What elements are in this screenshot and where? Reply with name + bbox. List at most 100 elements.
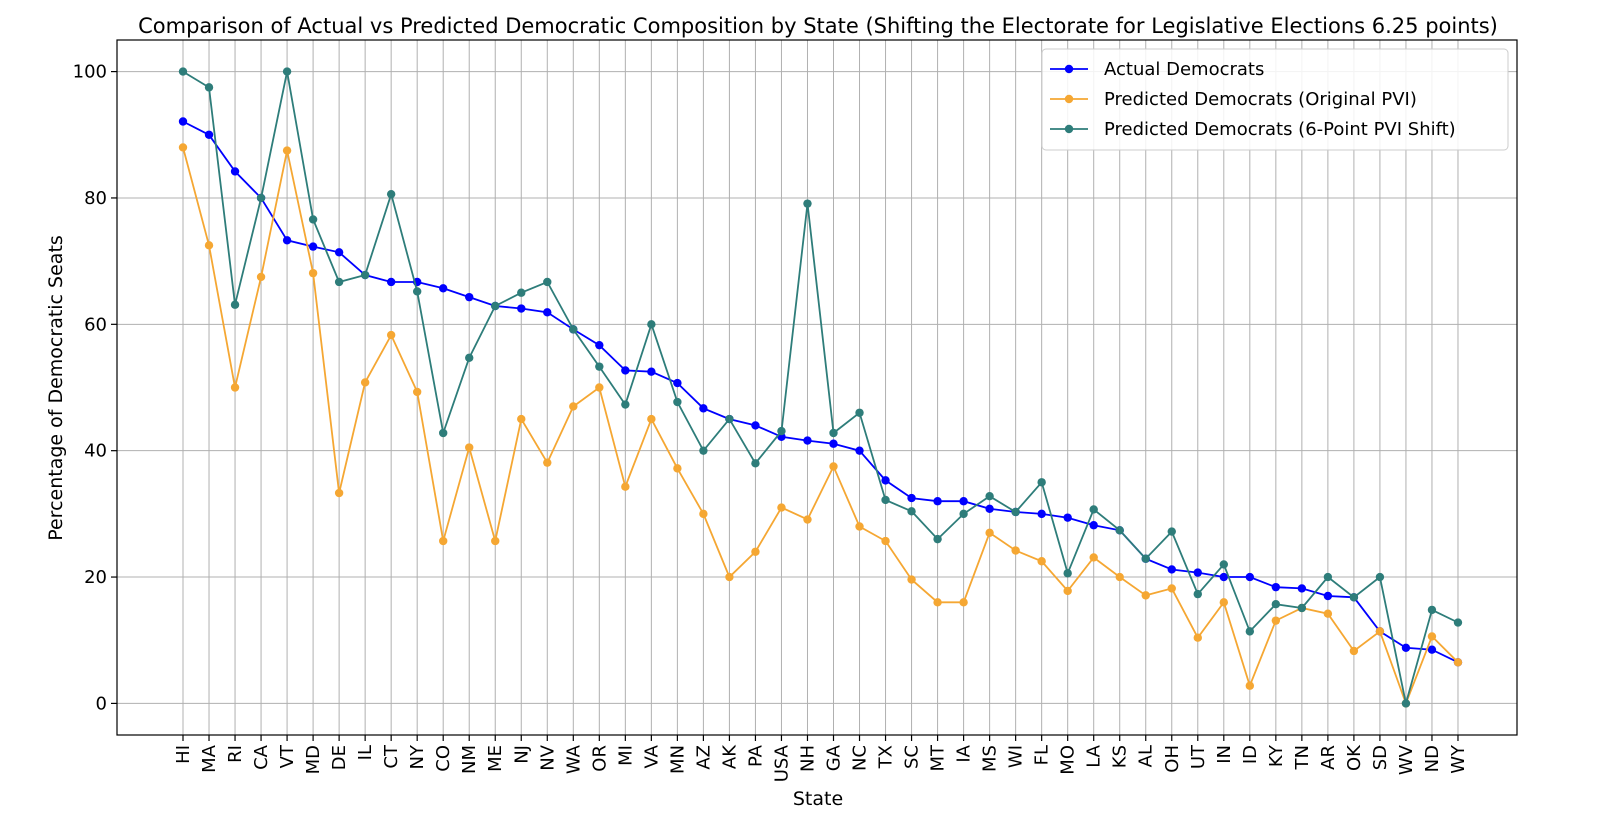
data-point (1297, 603, 1307, 613)
data-point (360, 270, 370, 280)
data-point (256, 193, 266, 203)
data-point (465, 443, 474, 452)
data-point (256, 272, 266, 282)
data-point (1349, 646, 1359, 656)
legend: Actual Democrats Predicted Democrats (Ori… (1041, 48, 1509, 151)
data-point (1141, 554, 1150, 563)
series-0 (178, 117, 1463, 667)
data-point (491, 536, 500, 546)
data-point (751, 547, 760, 556)
x-tick-label: AK (719, 744, 740, 769)
data-point (1011, 507, 1020, 517)
x-tick-label: ID (1240, 745, 1261, 764)
legend-label: Actual Democrats (1104, 59, 1264, 80)
series-line (182, 147, 1459, 706)
data-point (1375, 627, 1385, 636)
data-point (1219, 560, 1229, 569)
data-point (1037, 478, 1046, 487)
data-point (204, 83, 214, 92)
data-point (1427, 632, 1437, 641)
x-tick-label: NH (797, 745, 818, 772)
data-point (1219, 598, 1229, 607)
data-point (725, 572, 734, 582)
data-point (803, 199, 812, 208)
x-tick-label: CA (251, 744, 272, 770)
data-point (1401, 699, 1411, 708)
x-tick-label: AL (1136, 745, 1157, 767)
x-tick-label: MS (980, 745, 1001, 772)
x-tick-label: OR (589, 745, 610, 772)
data-point (1349, 593, 1359, 602)
plot-frame (116, 39, 1518, 736)
x-tick-label: MO (1058, 745, 1079, 775)
data-point (1323, 572, 1333, 582)
data-point (1141, 591, 1150, 600)
x-tick-label: SC (902, 745, 923, 769)
data-point (907, 507, 916, 516)
x-tick-label: USA (771, 744, 792, 782)
x-tick-label: FL (1032, 745, 1053, 765)
data-point (569, 402, 578, 411)
data-point (725, 414, 734, 424)
data-point (491, 301, 500, 311)
data-point (308, 242, 318, 251)
legend-marker (1064, 64, 1074, 74)
x-tick-label: HI (173, 745, 194, 764)
data-point (282, 67, 292, 76)
x-tick-label: WV (1396, 744, 1417, 775)
x-tick-label: RI (225, 745, 246, 763)
data-point (1063, 569, 1072, 578)
data-point (569, 325, 578, 334)
data-point (595, 340, 604, 350)
data-point (959, 509, 968, 519)
legend-item: Predicted Democrats (Original PVI) (1050, 89, 1417, 110)
data-point (465, 353, 474, 363)
data-point (230, 300, 240, 309)
y-axis-label: Percentage of Democratic Seats (45, 235, 67, 541)
data-point (1089, 553, 1098, 562)
data-point (985, 528, 994, 538)
data-point (1089, 521, 1098, 530)
data-point (959, 598, 968, 607)
data-point (517, 304, 526, 313)
x-tick-label: MD (303, 745, 324, 774)
x-tick-label: NJ (511, 745, 532, 764)
x-tick-label: AR (1318, 745, 1339, 770)
x-tick-label: WI (1006, 745, 1027, 768)
data-point (647, 367, 656, 376)
data-point (855, 446, 864, 455)
x-tick-label: IL (355, 745, 376, 760)
data-point (543, 308, 552, 317)
data-point (881, 495, 890, 505)
x-tick-label: NY (407, 744, 428, 769)
data-point (204, 130, 214, 139)
data-point (386, 189, 396, 199)
x-tick-label: MA (199, 744, 220, 773)
y-tick-label: 60 (84, 314, 107, 335)
y-tick-label: 40 (84, 441, 107, 462)
data-point (1427, 645, 1437, 654)
data-point (1427, 605, 1437, 615)
data-point (829, 462, 838, 471)
data-point (829, 439, 838, 448)
data-point (178, 117, 188, 126)
data-point (751, 459, 760, 468)
data-point (855, 522, 864, 531)
x-tick-label: LA (1084, 744, 1105, 767)
data-point (621, 366, 630, 375)
data-point (1219, 572, 1229, 582)
x-tick-label: ND (1422, 745, 1443, 772)
x-axis: HI MA RI CA VT MD DE IL CT NY CO NM ME NJ NV WA OR MI VA MN… (173, 735, 1469, 782)
data-point (230, 167, 240, 176)
data-point (282, 236, 292, 245)
x-tick-label: OK (1344, 744, 1365, 771)
data-point (1271, 582, 1281, 592)
x-tick-label: MI (615, 745, 636, 766)
data-point (1453, 658, 1463, 667)
data-point (881, 476, 890, 485)
x-tick-label: DE (329, 745, 350, 770)
x-tick-label: KY (1266, 744, 1287, 767)
data-point (907, 493, 916, 503)
x-tick-label: MT (928, 744, 949, 772)
